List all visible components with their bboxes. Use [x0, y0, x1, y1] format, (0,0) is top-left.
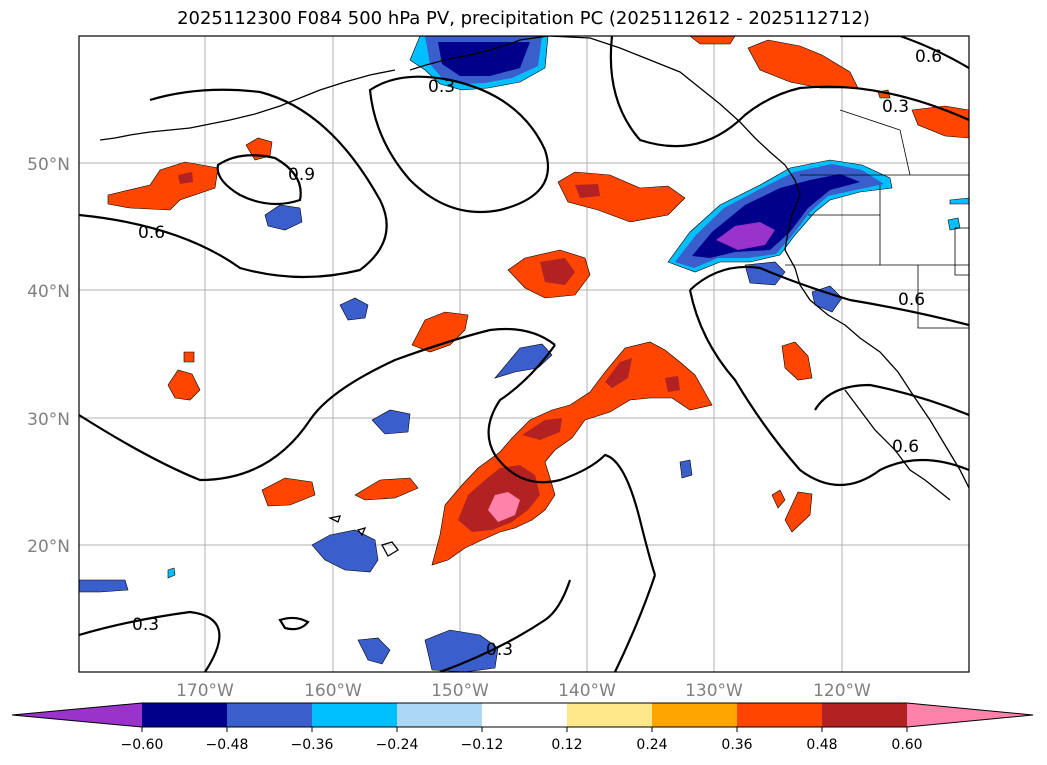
- colorbar-bin: [142, 703, 227, 727]
- colorbar-tick-label: −0.36: [291, 737, 334, 753]
- contour-label: 0.3: [428, 77, 455, 97]
- lon-label: 160°W: [304, 681, 362, 701]
- contour-label: 0.6: [138, 223, 165, 243]
- lon-label: 130°W: [685, 681, 743, 701]
- colorbar-tick-label: −0.12: [461, 737, 504, 753]
- lat-label: 30°N: [27, 410, 70, 430]
- colorbar-tick-label: 0.36: [721, 737, 752, 753]
- coastlines: [99, 36, 969, 557]
- lat-label: 50°N: [27, 155, 70, 175]
- lon-label: 120°W: [813, 681, 871, 701]
- colorbar-extend-min: [12, 703, 142, 727]
- colorbar-tick-label: 0.12: [551, 737, 582, 753]
- lon-label: 170°W: [176, 681, 234, 701]
- pv-contours: [79, 36, 969, 672]
- contour-label: 0.3: [486, 640, 513, 660]
- lat-label: 20°N: [27, 537, 70, 557]
- map-frame: [78, 35, 970, 673]
- colorbar-tick-label: −0.48: [206, 737, 249, 753]
- colorbar-tick-label: −0.60: [121, 737, 164, 753]
- latitude-labels: 50°N 40°N 30°N 20°N: [27, 155, 70, 557]
- contour-label: 0.3: [882, 97, 909, 117]
- map-title: 2025112300 F084 500 hPa PV, precipitatio…: [177, 8, 870, 29]
- positive-pc-shading: [107, 36, 969, 566]
- lon-label: 140°W: [558, 681, 616, 701]
- longitude-labels: 170°W 160°W 150°W 140°W 130°W 120°W: [176, 681, 871, 701]
- contour-label: 0.6: [892, 437, 919, 457]
- negative-pc-shading: [79, 36, 969, 672]
- colorbar-bin: [227, 703, 312, 727]
- contour-label: 0.6: [915, 47, 942, 67]
- contour-labels: 0.3 0.6 0.9 0.6 0.3 0.6 0.6 0.3 0.3: [132, 47, 942, 660]
- lon-label: 150°W: [431, 681, 489, 701]
- colorbar: −0.60 −0.48 −0.36 −0.24 −0.12 0.12 0.24 0.36 0.4…: [11, 702, 1034, 753]
- colorbar-tick-label: 0.24: [636, 737, 667, 753]
- lat-label: 40°N: [27, 282, 70, 302]
- colorbar-bin: [397, 703, 482, 727]
- borders: [785, 109, 969, 329]
- colorbar-bin: [312, 703, 397, 727]
- contour-label: 0.9: [288, 165, 315, 185]
- colorbar-bin: [652, 703, 737, 727]
- contour-label: 0.6: [898, 290, 925, 310]
- colorbar-tick-label: −0.24: [376, 737, 419, 753]
- colorbar-bin: [482, 703, 567, 727]
- colorbar-extend-max: [907, 703, 1033, 727]
- colorbar-bin: [737, 703, 822, 727]
- colorbar-bin: [822, 703, 907, 727]
- colorbar-tick-label: 0.48: [806, 737, 837, 753]
- colorbar-tick-label: 0.60: [891, 737, 922, 753]
- colorbar-bin: [567, 703, 652, 727]
- contour-label: 0.3: [132, 615, 159, 635]
